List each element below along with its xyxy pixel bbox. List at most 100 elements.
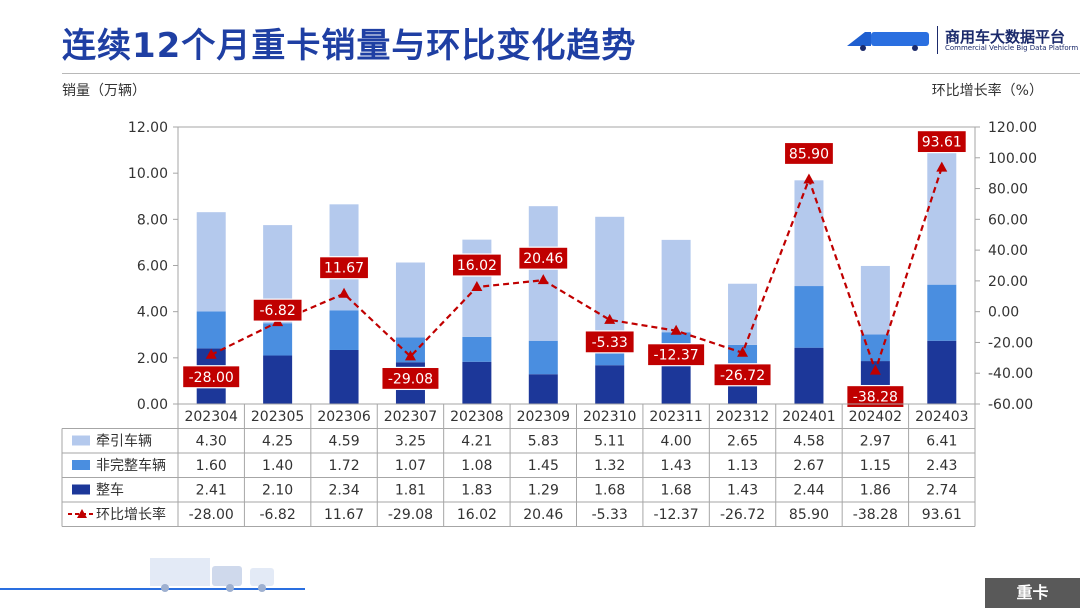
right-tick-label: 100.00 [988,151,1037,167]
table-cell: -5.33 [592,507,628,523]
table-cell: 4.59 [328,434,359,450]
bar-complete [263,355,293,404]
legend-label: 非完整车辆 [96,457,166,474]
table-cell: 93.61 [922,507,962,523]
legend-label: 环比增长率 [96,506,166,523]
table-cell: 1.07 [395,458,426,474]
table-cell: 11.67 [324,507,364,523]
bar-incomplete [927,284,957,341]
bar-tractor [860,265,890,335]
growth-rate-marker [604,313,616,324]
growth-rate-label: -5.33 [592,335,628,351]
sales-chart: 销量（万辆） 环比增长率（%） 0.00 2.00 4.00 6.00 8.00 10.00 1… [61,82,1043,527]
bar-incomplete [196,311,226,349]
left-tick-label: 6.00 [137,259,168,275]
bar-incomplete [462,336,492,362]
table-cell: 2.74 [926,483,957,499]
category-label: 202401 [782,409,835,425]
brand-subtitle: Commercial Vehicle Big Data Platform [945,44,1079,52]
table-cell: 1.72 [328,458,359,474]
bar-tractor [661,239,691,333]
page-title: 连续12个月重卡销量与环比变化趋势 [62,26,637,66]
growth-rate-label: -38.28 [853,390,898,406]
growth-rate-marker [936,161,948,172]
growth-rate-label-box [451,253,502,277]
right-tick-label: 0.00 [988,305,1019,321]
table-cell: 4.58 [793,434,824,450]
category-label: 202306 [317,409,371,425]
table-cell: 6.41 [926,434,957,450]
growth-rate-marker [338,287,350,298]
growth-rate-label-box [713,363,772,387]
table-cell: 2.41 [196,483,227,499]
bar-complete [927,340,957,404]
bar-incomplete [263,323,293,356]
growth-rate-label: 11.67 [324,261,364,277]
table-cell: 5.83 [528,434,559,450]
growth-rate-label: -26.72 [720,368,765,384]
category-label: 202305 [251,409,304,425]
table-cell: 4.00 [661,434,692,450]
right-tick-label: -40.00 [988,366,1033,382]
growth-rate-label: -6.82 [260,303,296,319]
table-cell: -29.08 [388,507,433,523]
growth-rate-label-box [783,141,835,166]
table-cell: -28.00 [189,507,234,523]
right-tick-label: 120.00 [988,120,1037,136]
growth-rate-label-box [518,246,569,270]
category-label: 202402 [849,409,902,425]
growth-rate-label: -28.00 [189,370,234,386]
table-cell: 1.29 [528,483,559,499]
bar-tractor [794,180,824,287]
truck-logo-icon [847,32,929,51]
bar-complete [794,347,824,404]
growth-rate-label: 85.90 [789,146,829,162]
bar-complete [329,349,359,404]
growth-rate-line [210,167,943,375]
right-tick-label: -20.00 [988,335,1033,351]
growth-rate-label-box [916,130,967,154]
legend-swatch [72,484,90,495]
category-label: 202307 [384,409,437,425]
growth-rate-label-box [252,298,303,322]
table-cell: -38.28 [853,507,898,523]
right-axis-title: 环比增长率（%） [932,82,1043,99]
bar-tractor [395,262,425,338]
table-cell: 2.43 [926,458,957,474]
growth-rate-marker [869,364,881,375]
growth-rate-marker [737,346,749,357]
table-cell: 1.45 [528,458,559,474]
growth-rate-label-box [584,330,635,354]
table-cell: 85.90 [789,507,829,523]
growth-rate-label: 20.46 [523,251,563,267]
table-cell: 1.60 [196,458,227,474]
table-cell: 1.43 [727,483,758,499]
category-label: 202309 [517,409,570,425]
legend-marker [77,509,87,518]
table-cell: 1.68 [594,483,625,499]
right-tick-label: -60.00 [988,397,1033,413]
bar-tractor [728,283,758,345]
bar-incomplete [528,340,558,375]
bar-incomplete [329,310,359,350]
table-cell: 1.86 [860,483,891,499]
table-cell: -26.72 [720,507,765,523]
growth-rate-marker [803,173,815,184]
growth-rate-marker [205,348,217,359]
category-tag: 重卡 [985,578,1080,608]
bar-complete [595,365,625,404]
left-tick-label: 0.00 [137,397,168,413]
left-tick-label: 4.00 [137,305,168,321]
logo-divider [937,26,938,54]
legend-swatch [72,435,90,446]
table-cell: 1.08 [461,458,492,474]
brand-logo: 商用车大数据平台 Commercial Vehicle Big Data Pla… [845,24,1078,56]
growth-rate-label-box [381,366,440,391]
category-label: 202312 [716,409,769,425]
table-cell: 1.13 [727,458,758,474]
category-label: 202403 [915,409,968,425]
table-cell: 2.44 [793,483,824,499]
table-cell: 2.34 [328,483,359,499]
table-cell: 20.46 [523,507,563,523]
table-cell: 1.83 [461,483,492,499]
